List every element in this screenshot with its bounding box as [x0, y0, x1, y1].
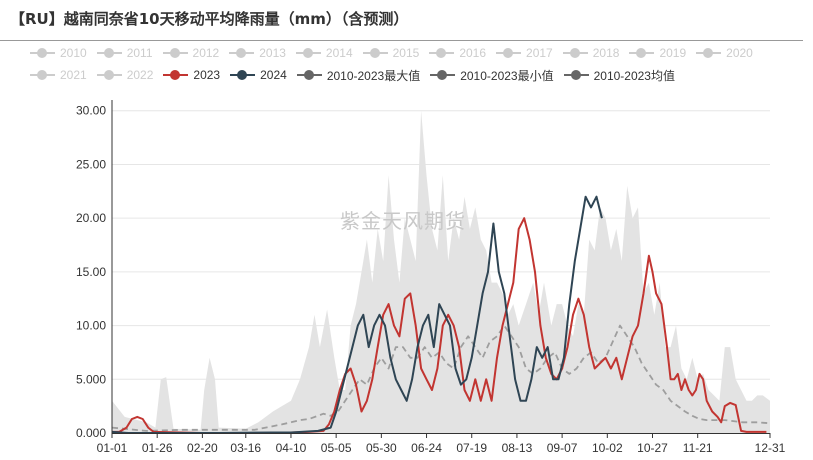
legend-item-2015[interactable]: 2015 — [362, 46, 420, 60]
legend-item-2020[interactable]: 2020 — [696, 46, 753, 60]
legend-item-2023[interactable]: 2023 — [163, 68, 220, 82]
legend-marker-icon — [230, 68, 256, 82]
y-tick-label: 0.000 — [76, 426, 106, 440]
legend-marker-icon — [362, 46, 388, 60]
legend-label: 2020 — [726, 46, 753, 60]
legend-marker-icon — [96, 46, 122, 60]
y-tick-label: 20.00 — [76, 211, 106, 225]
x-tick-label: 05-30 — [366, 441, 397, 455]
x-tick-label: 02-20 — [187, 441, 218, 455]
legend-item-2014[interactable]: 2014 — [295, 46, 353, 60]
legend-row-2: 2021 2022 2023 2024 2010-2023最大值 2010-2023最小值… — [30, 64, 810, 86]
series-line-2010-2023均值 — [111, 324, 771, 432]
legend-item-2010[interactable]: 2010 — [30, 46, 87, 60]
series-line-2024 — [111, 195, 603, 434]
legend-marker-icon — [696, 46, 722, 60]
series-area-2010-2023最大值 — [112, 110, 770, 433]
y-tick-label: 5.000 — [76, 372, 106, 386]
x-tick-label: 10-02 — [592, 441, 623, 455]
legend-label: 2021 — [60, 68, 87, 82]
y-tick-label: 10.00 — [76, 319, 106, 333]
x-tick-label: 11-21 — [683, 441, 713, 455]
legend-label: 2024 — [260, 68, 287, 82]
legend-label: 2018 — [592, 46, 620, 60]
x-tick-label: 04-10 — [276, 441, 307, 455]
legend-label: 2010 — [60, 46, 87, 60]
legend-marker-icon — [562, 46, 588, 60]
legend-marker-icon — [629, 46, 655, 60]
chart-title: 【RU】越南同奈省10天移动平均降雨量（mm）（含预测） — [10, 10, 409, 28]
legend-item-2021[interactable]: 2021 — [30, 68, 87, 82]
legend-item-2019[interactable]: 2019 — [629, 46, 686, 60]
legend-marker-icon — [430, 68, 456, 82]
legend-item-2012[interactable]: 2012 — [162, 46, 220, 60]
legend-marker-icon — [229, 46, 255, 60]
legend-label: 2013 — [259, 46, 286, 60]
x-tick-label: 01-01 — [97, 441, 128, 455]
legend-row-1: 2010 2011 2012 2013 2014 2015 2016 2017 2018 2019… — [30, 42, 810, 64]
y-tick-label: 25.00 — [76, 157, 106, 171]
legend-marker-icon — [30, 68, 55, 82]
x-tick-label: 03-16 — [230, 441, 261, 455]
legend-marker-icon — [429, 46, 455, 60]
legend-item-2011[interactable]: 2011 — [96, 46, 153, 60]
legend-label: 2019 — [659, 46, 687, 60]
x-tick-label: 01-26 — [142, 441, 173, 455]
x-tick-label: 07-19 — [456, 441, 487, 455]
y-tick-label: 15.00 — [76, 265, 106, 279]
legend-item-2016[interactable]: 2016 — [429, 46, 486, 60]
x-tick-label: 10-27 — [637, 441, 668, 455]
x-tick-label: 09-07 — [547, 441, 578, 455]
legend-marker-icon — [296, 68, 322, 82]
legend-item-2010-2023最小值[interactable]: 2010-2023最小值 — [430, 67, 554, 84]
y-tick-label: 30.00 — [76, 104, 106, 118]
legend-marker-icon — [163, 68, 189, 82]
watermark: 紫金天风期货 — [340, 209, 466, 233]
legend-label: 2010-2023均值 — [593, 68, 675, 83]
x-tick-label: 08-13 — [502, 441, 533, 455]
legend-item-2013[interactable]: 2013 — [229, 46, 286, 60]
legend-item-2010-2023最大值[interactable]: 2010-2023最大值 — [296, 67, 421, 84]
legend-marker-icon — [563, 68, 589, 82]
legend-marker-icon — [162, 46, 188, 60]
legend-label: 2011 — [126, 46, 153, 60]
legend-marker-icon — [96, 68, 122, 82]
legend-item-2018[interactable]: 2018 — [562, 46, 620, 60]
legend-label: 2023 — [193, 68, 221, 82]
legend-marker-icon — [496, 46, 522, 60]
legend-label: 2017 — [526, 46, 553, 60]
legend-label: 2012 — [192, 46, 220, 60]
legend-item-2024[interactable]: 2024 — [230, 68, 287, 82]
legend-item-2022[interactable]: 2022 — [96, 68, 154, 82]
title-divider — [0, 40, 803, 41]
legend-marker-icon — [30, 46, 55, 60]
legend-label: 2014 — [325, 46, 353, 60]
legend-label: 2015 — [392, 46, 420, 60]
legend-label: 2022 — [126, 68, 154, 82]
legend-item-2010-2023均值[interactable]: 2010-2023均值 — [563, 67, 675, 84]
legend-label: 2016 — [459, 46, 487, 60]
legend-label: 2010-2023最小值 — [460, 68, 554, 83]
legend-item-2017[interactable]: 2017 — [496, 46, 553, 60]
legend-label: 2010-2023最大值 — [326, 68, 421, 83]
x-tick-label: 05-05 — [321, 441, 352, 455]
legend-marker-icon — [295, 46, 321, 60]
x-tick-label: 06-24 — [411, 441, 442, 455]
chart-legend: 2010 2011 2012 2013 2014 2015 2016 2017 2018 2019… — [30, 42, 810, 86]
x-tick-label: 12-31 — [755, 441, 786, 455]
